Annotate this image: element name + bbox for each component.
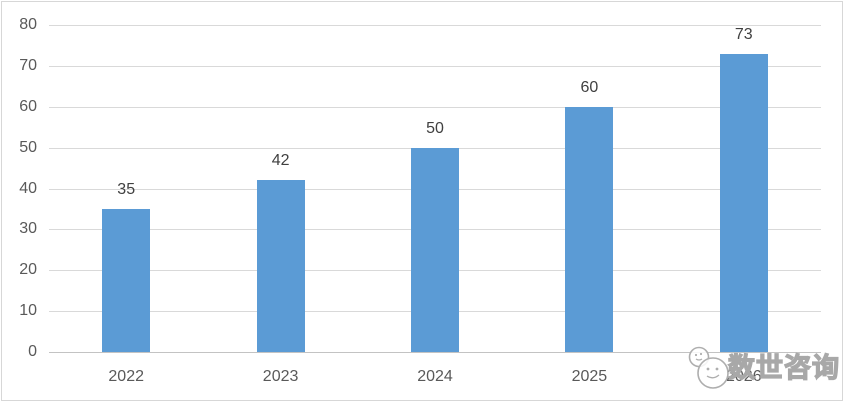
- y-axis-tick-label: 50: [19, 138, 37, 156]
- y-axis-tick-label: 30: [19, 220, 37, 238]
- gridline: [49, 106, 821, 108]
- bar-2026: [719, 53, 768, 352]
- bar-value-label: 60: [580, 78, 599, 96]
- y-axis-tick-label: 40: [19, 179, 37, 197]
- bar-value-label: 42: [271, 152, 290, 170]
- bar-2023: [256, 180, 305, 352]
- y-axis-tick-label: 0: [28, 343, 37, 360]
- y-axis-tick-label: 60: [19, 97, 37, 115]
- x-axis-tick-label: 2022: [108, 368, 144, 385]
- x-axis-line: [49, 352, 821, 353]
- gridline: [49, 65, 821, 67]
- bar-2022: [102, 208, 151, 352]
- x-axis-tick-label: 2025: [571, 368, 608, 385]
- bar-value-label: 35: [117, 180, 136, 198]
- gridline: [49, 25, 821, 26]
- bar-2024: [411, 147, 459, 352]
- x-axis-tick-label: 2024: [417, 368, 453, 385]
- bar-value-label: 73: [734, 25, 753, 43]
- y-axis-tick-label: 70: [19, 56, 37, 74]
- x-axis-tick-label: 2023: [262, 368, 299, 385]
- bar-2025: [565, 106, 614, 352]
- x-axis-tick-label: 2026: [726, 368, 762, 385]
- y-axis-tick-label: 20: [19, 261, 37, 279]
- bar-value-label: 50: [426, 119, 444, 137]
- y-axis-tick-label: 80: [19, 16, 37, 33]
- y-axis-tick-label: 10: [19, 302, 37, 320]
